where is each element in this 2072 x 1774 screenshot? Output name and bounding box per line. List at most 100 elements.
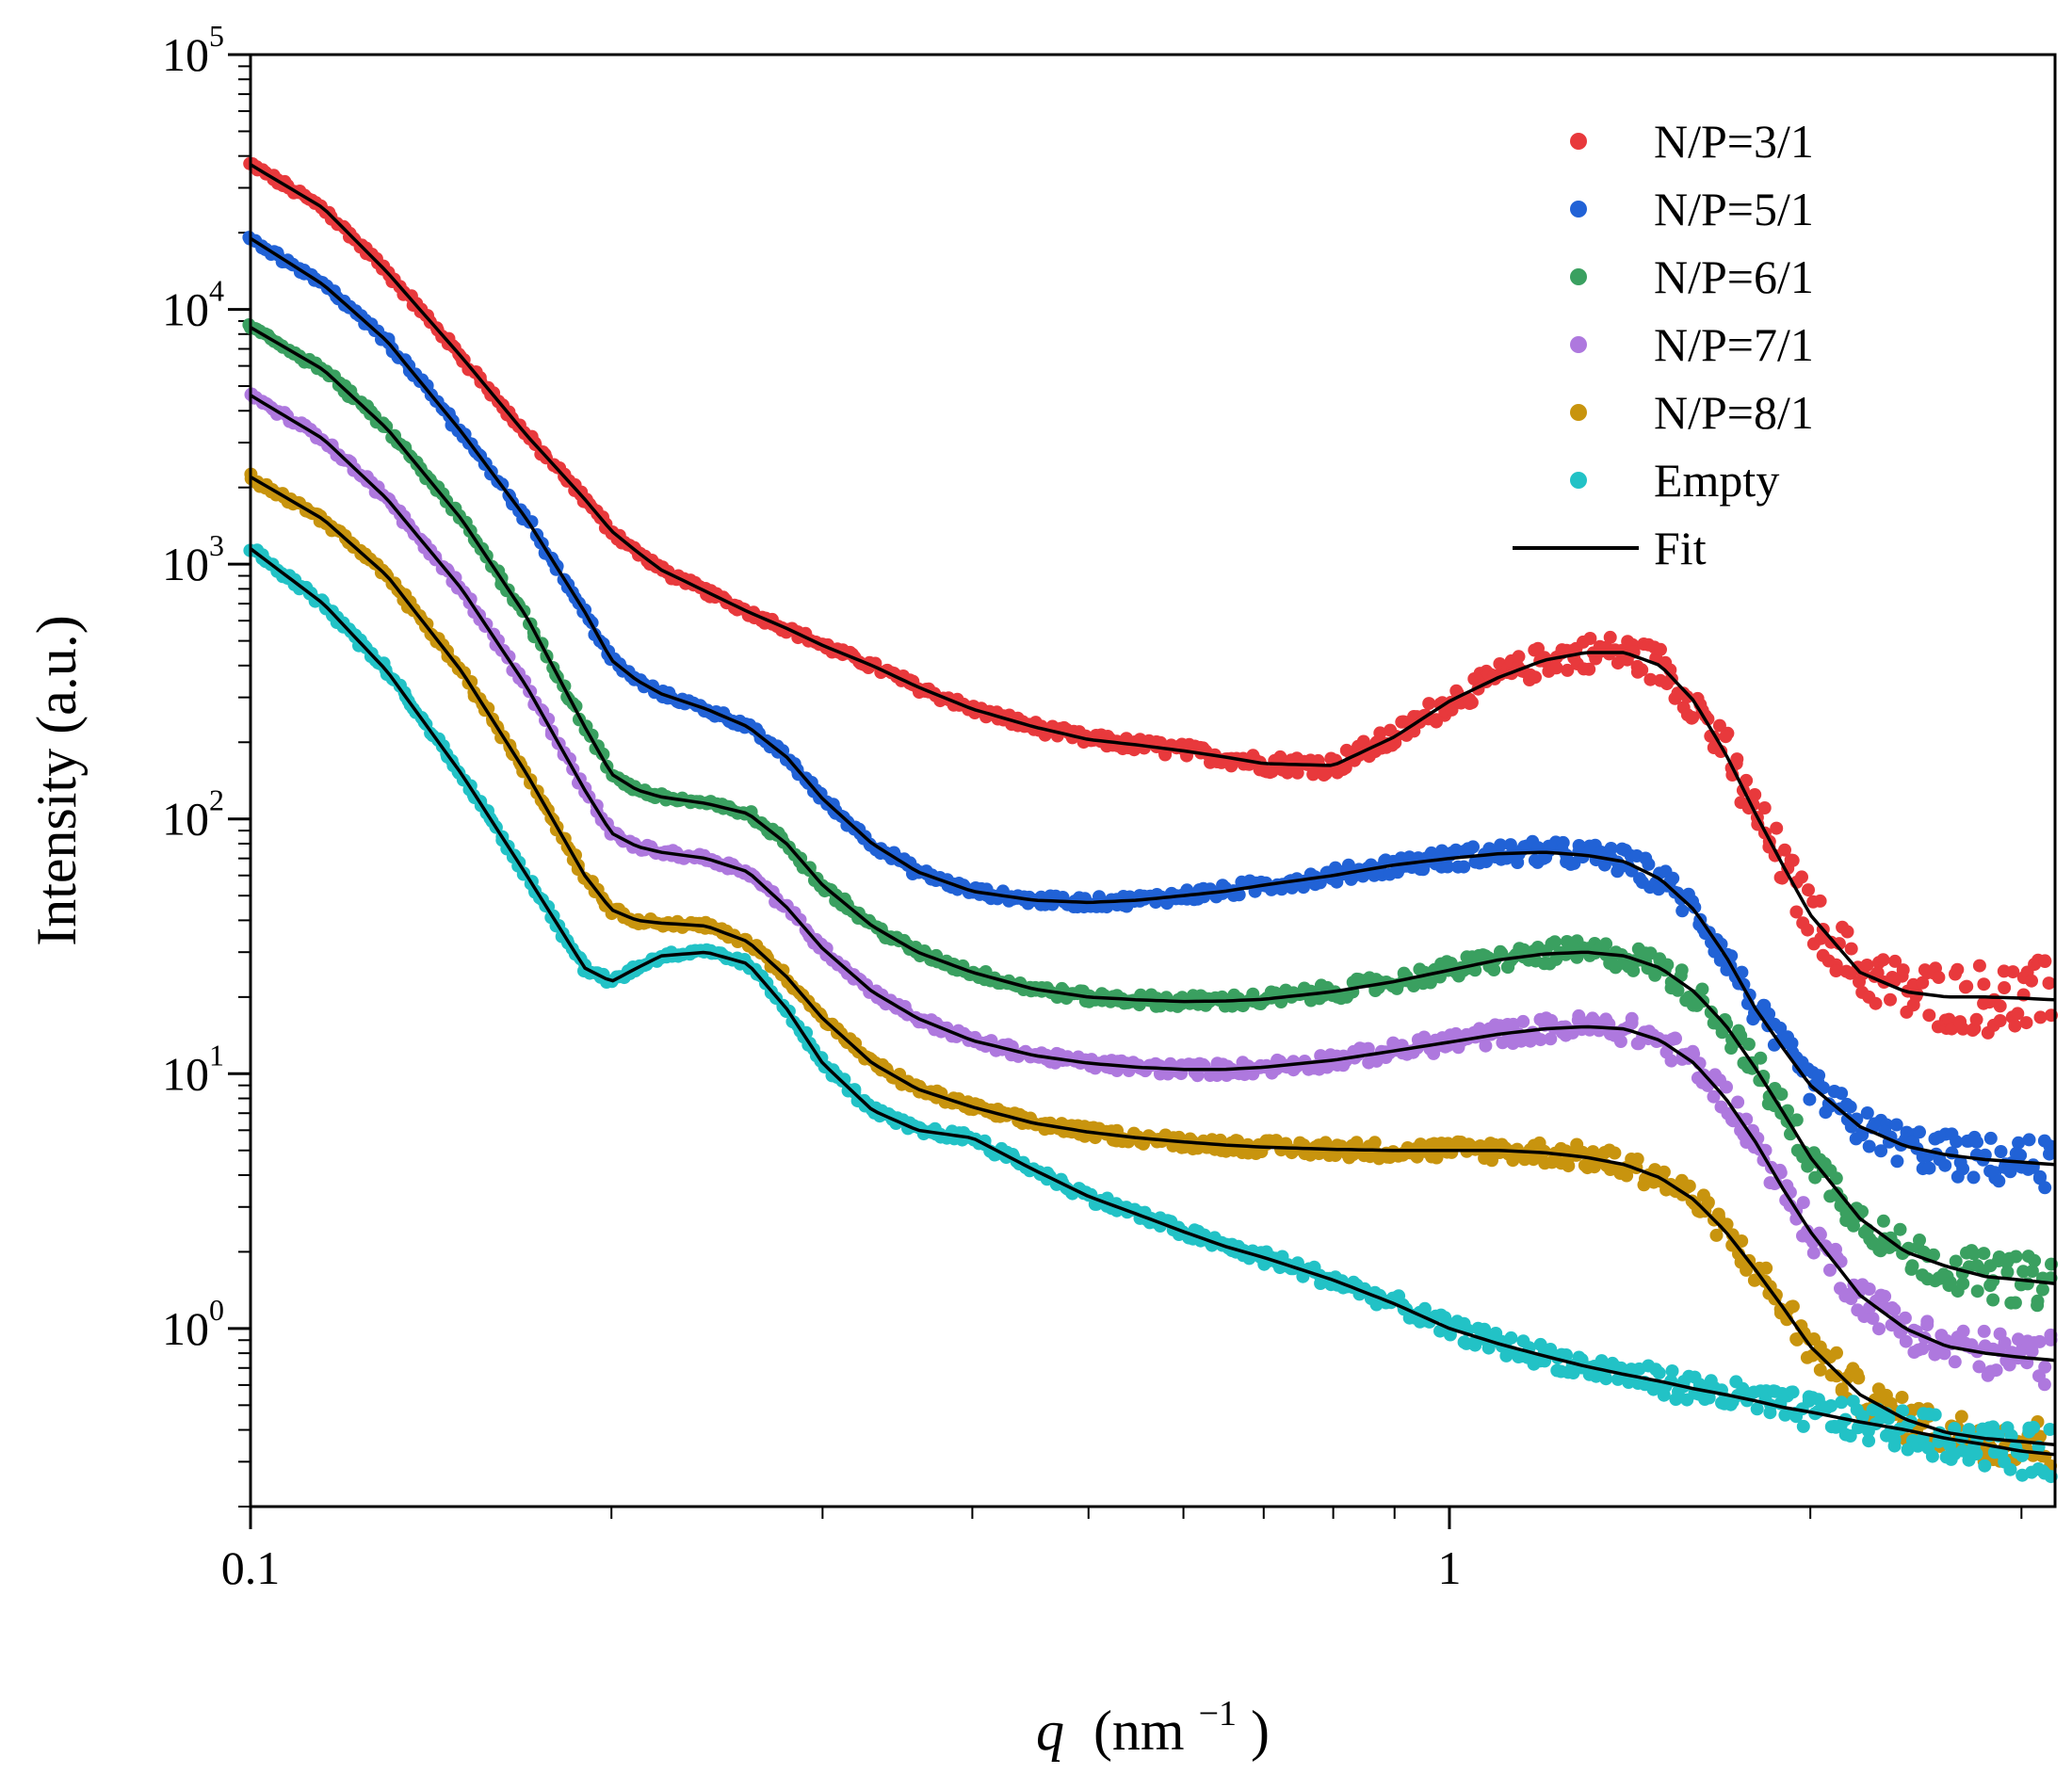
data-point [1969,1447,1983,1460]
data-point [1956,1324,1970,1338]
data-point [1876,1214,1890,1228]
y-axis-label: Intensity (a.u.) [25,615,88,946]
data-point [1707,1089,1721,1104]
data-point [1417,1301,1432,1315]
data-point [2011,1007,2025,1021]
data-point [1680,690,1694,703]
data-point [1416,863,1431,877]
data-point [2003,1165,2017,1179]
data-point [1313,876,1327,890]
data-point [1876,953,1890,967]
data-point [1998,1336,2012,1350]
data-point [1953,1015,1967,1029]
data-point [2035,1282,2049,1297]
data-point [1438,1311,1452,1325]
legend-marker-3 [1570,336,1587,353]
data-point [1664,1054,1678,1068]
data-point [1512,650,1526,664]
fit-curve-1 [250,236,2056,1167]
data-point [1627,963,1641,977]
data-point [1816,1081,1830,1095]
data-point [1860,959,1874,972]
data-point [1969,1012,1983,1026]
data-point [1862,1282,1876,1296]
fit-curve-4 [250,475,2056,1446]
x-tick-label: 0.1 [221,1541,281,1594]
data-point [1544,1032,1558,1046]
data-point [1954,1410,1968,1424]
fit-curve-5 [249,547,2056,1457]
data-point [1494,838,1508,852]
data-point [2038,1360,2052,1374]
data-point [1916,976,1930,990]
data-point [1843,1429,1857,1443]
data-point [1843,1100,1857,1114]
data-point [1665,1364,1679,1378]
data-point [1774,1088,1789,1102]
data-point [1887,1439,1902,1453]
data-point [1966,1024,1980,1037]
plot-frame [249,53,2057,1508]
data-point [1547,935,1562,949]
data-point [1796,1196,1810,1210]
data-point [1821,1097,1836,1111]
data-point [2031,1298,2045,1313]
data-point [1943,1275,1957,1289]
data-point [1937,1347,1951,1361]
data-point [1920,1314,1934,1329]
data-point [1899,1334,1913,1348]
data-point [1763,1406,1777,1420]
data-point [1652,1366,1666,1380]
data-point [1970,1284,1984,1298]
data-point [2008,1296,2022,1310]
data-point [1823,1263,1837,1277]
data-point [1844,942,1858,956]
data-point [1465,696,1479,709]
data-point [1862,1434,1876,1448]
data-point [1898,1311,1912,1325]
y-tick-label: 102 [162,783,224,846]
data-point [1829,1171,1843,1185]
y-tick-label: 100 [162,1293,224,1355]
data-point [1479,1039,1493,1053]
data-point [2025,974,2038,988]
data-point [1860,1106,1874,1120]
data-point [1866,1312,1880,1326]
tick-labels: 0.1 1 100 101 102 103 104 105 [162,19,1461,1594]
data-point [1671,983,1685,997]
data-point [1441,860,1454,874]
data-point [1922,1161,1936,1175]
data-point [2003,1462,2017,1476]
x-tick-label: 1 [1437,1541,1461,1594]
data-point [1785,1037,1799,1050]
data-point [1882,1411,1896,1426]
data-point [1872,1322,1886,1336]
data-point [1654,642,1667,656]
data-point [2022,1133,2036,1147]
data-point [1978,1459,1992,1473]
data-point [1494,944,1507,959]
y-tick-label: 105 [162,19,224,81]
data-point [1496,1036,1510,1050]
data-point [1977,1247,1991,1261]
data-point [1668,1031,1682,1045]
data-point [1487,963,1501,976]
data-point [1806,1246,1821,1260]
data-point [1878,1289,1892,1303]
data-point [1669,1393,1683,1406]
data-point [1835,1395,1849,1410]
data-point [1928,1408,1942,1422]
data-point [1778,843,1791,857]
data-point [1657,1165,1671,1179]
data-point [1735,1234,1749,1248]
x-axis-unit-prefix: (nm [1093,1700,1185,1762]
data-point [1604,842,1618,855]
data-point [1829,964,1843,977]
data-point [1373,726,1387,740]
data-point [1847,1218,1860,1233]
data-point [1427,1046,1441,1060]
data-point [1457,860,1471,874]
data-point [1695,982,1709,996]
data-point [1675,963,1689,977]
data-point [2027,1420,2041,1434]
